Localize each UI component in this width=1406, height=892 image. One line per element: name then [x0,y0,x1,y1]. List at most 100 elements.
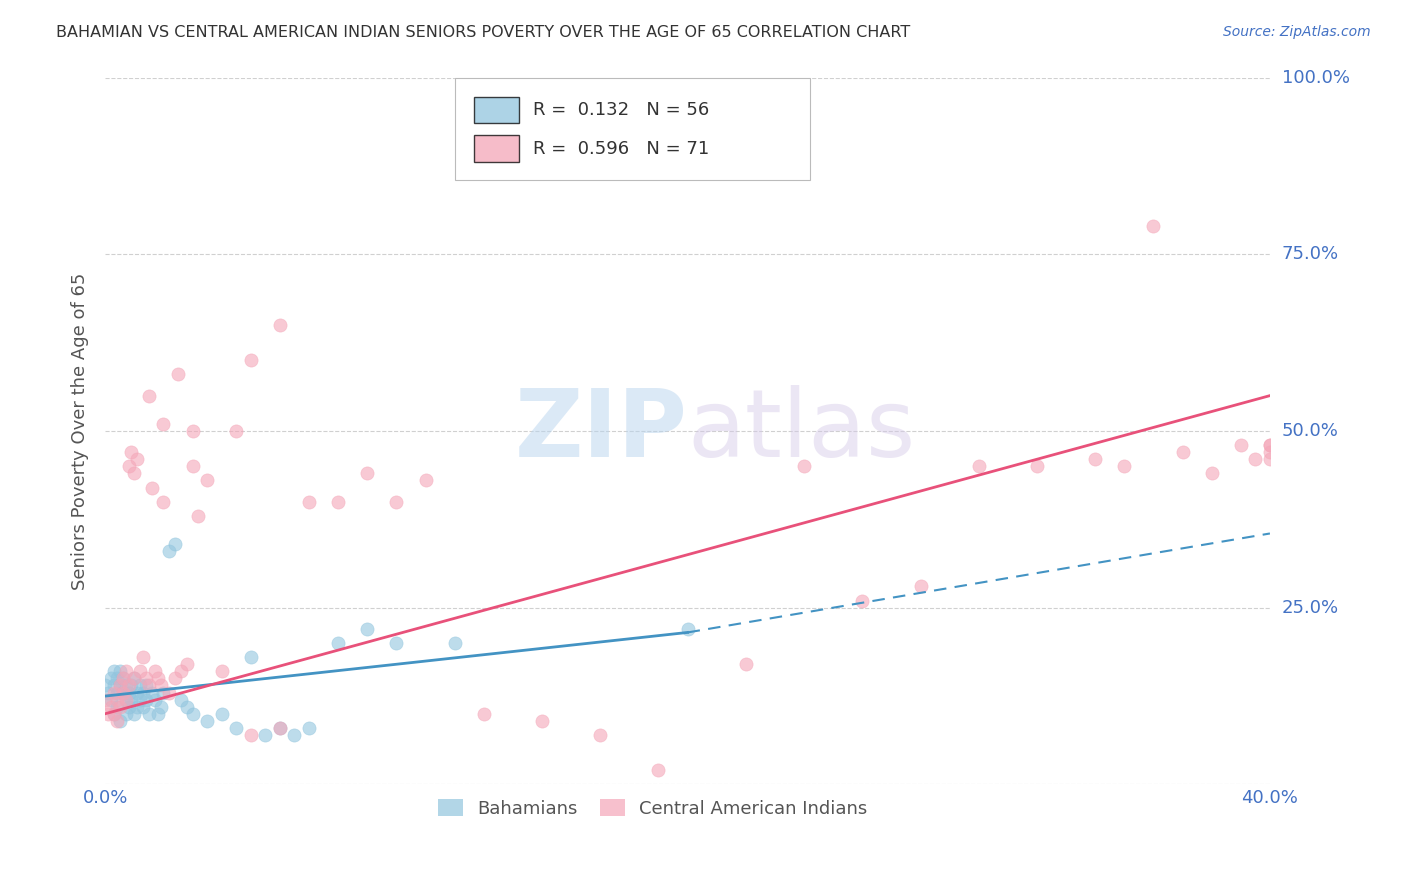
Point [146,706,169,721]
Point [195,474,218,488]
Point [1084,452,1107,467]
Point [129,692,152,706]
Point [124,672,146,686]
Point [114,678,136,692]
Point [181,424,204,438]
Point [176,657,198,672]
Point [132,699,155,714]
Point [100,699,122,714]
Point [1114,459,1136,474]
Point [1230,438,1253,452]
Point [269,318,291,332]
Point [117,685,139,699]
Point [225,721,247,735]
Point [138,678,160,692]
Point [143,665,166,679]
Point [135,678,157,692]
Point [127,452,149,467]
Point [103,706,125,721]
Point [1258,438,1281,452]
Point [167,368,190,382]
Point [117,459,139,474]
Text: ZIP: ZIP [515,385,688,477]
FancyBboxPatch shape [454,78,810,180]
Text: BAHAMIAN VS CENTRAL AMERICAN INDIAN SENIORS POVERTY OVER THE AGE OF 65 CORRELATI: BAHAMIAN VS CENTRAL AMERICAN INDIAN SENI… [56,25,911,40]
Point [647,764,669,778]
Point [1244,452,1267,467]
Point [385,636,408,650]
Point [120,692,142,706]
Point [910,580,932,594]
Point [105,699,128,714]
Point [181,706,204,721]
Point [141,685,163,699]
Point [105,714,128,728]
Point [108,665,131,679]
Point [269,721,291,735]
Point [1026,459,1049,474]
Text: Source: ZipAtlas.com: Source: ZipAtlas.com [1223,25,1371,39]
Point [328,494,350,508]
Point [152,685,174,699]
Point [111,672,134,686]
Point [165,672,187,686]
Point [127,685,149,699]
Point [141,481,163,495]
Point [793,459,815,474]
Point [149,699,172,714]
Point [157,685,180,699]
Point [443,636,465,650]
Point [114,665,136,679]
Point [239,353,262,368]
Point [94,678,117,692]
Text: 100.0%: 100.0% [1282,69,1350,87]
Point [124,467,146,481]
FancyBboxPatch shape [474,136,519,162]
Point [105,692,128,706]
Point [734,657,756,672]
Point [385,494,408,508]
Point [165,537,187,551]
Point [114,692,136,706]
Point [100,672,122,686]
Point [135,672,157,686]
Point [195,714,218,728]
Point [1142,219,1164,233]
Legend: Bahamians, Central American Indians: Bahamians, Central American Indians [430,792,875,825]
Point [132,685,155,699]
Point [146,672,169,686]
Text: R =  0.596   N = 71: R = 0.596 N = 71 [533,140,709,158]
Point [114,706,136,721]
Text: 75.0%: 75.0% [1282,245,1339,263]
Point [356,467,378,481]
Point [143,692,166,706]
Point [239,650,262,665]
Point [124,706,146,721]
Point [108,714,131,728]
Point [1258,452,1281,467]
Text: R =  0.132   N = 56: R = 0.132 N = 56 [533,101,709,119]
Point [356,622,378,636]
Point [211,706,233,721]
Point [298,494,321,508]
Point [108,699,131,714]
Point [129,665,152,679]
Point [283,728,305,742]
Point [187,508,209,523]
Point [415,474,437,488]
Point [135,692,157,706]
Point [132,650,155,665]
Point [1201,467,1223,481]
Point [676,622,699,636]
Point [239,728,262,742]
Point [120,445,142,459]
Point [851,593,873,607]
Point [103,678,125,692]
Point [181,459,204,474]
Point [1258,445,1281,459]
Point [152,494,174,508]
Point [127,699,149,714]
Point [105,685,128,699]
Point [138,389,160,403]
Point [225,424,247,438]
